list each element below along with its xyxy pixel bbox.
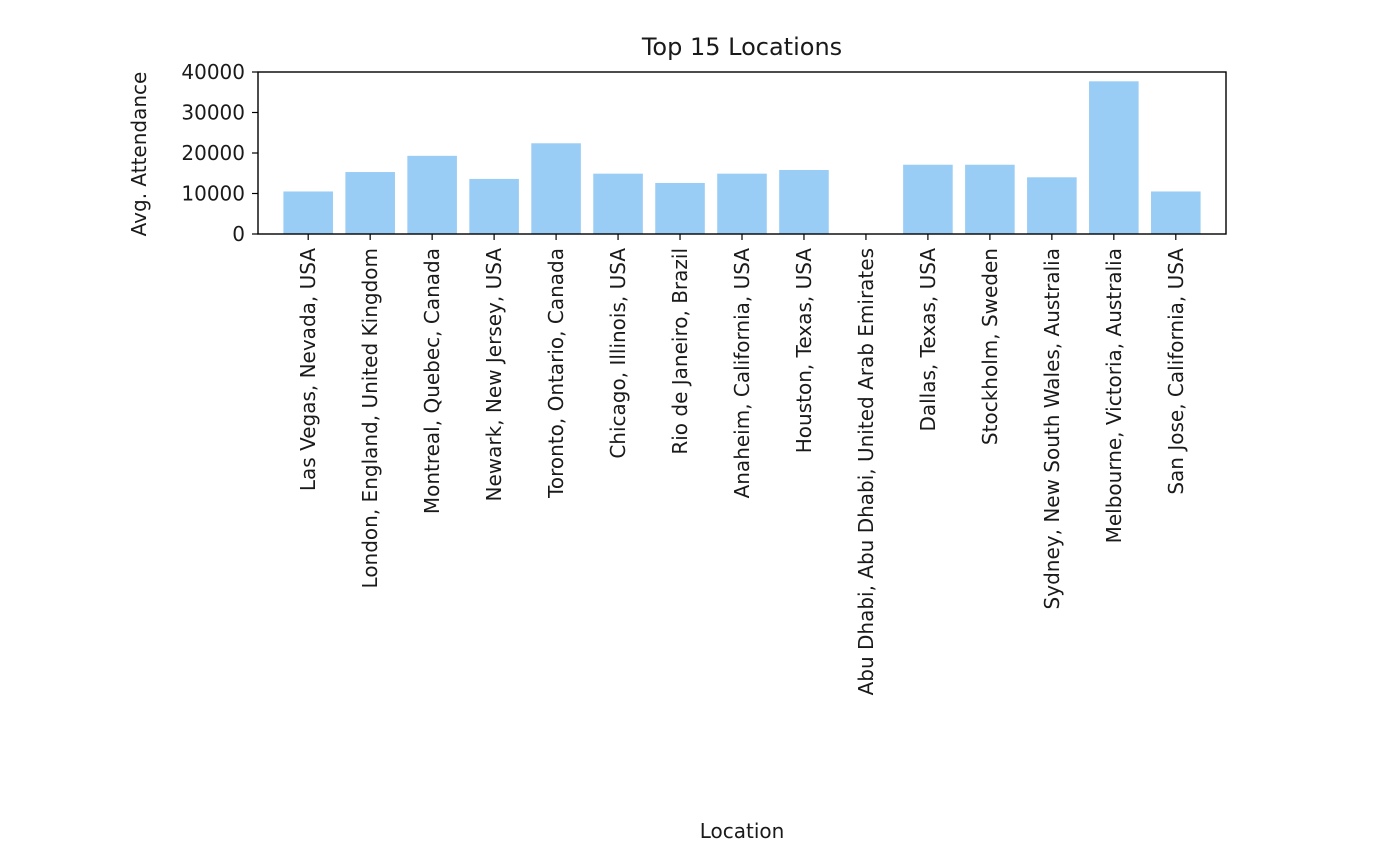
bars-group — [283, 81, 1201, 234]
bar — [469, 178, 519, 234]
bar — [407, 155, 457, 234]
x-tick-label: Anaheim, California, USA — [730, 248, 754, 499]
bar — [717, 173, 767, 234]
y-axis: 0 10000 20000 30000 40000 — [181, 60, 258, 246]
bar — [1027, 177, 1077, 234]
x-tick-label: Sydney, New South Wales, Australia — [1040, 248, 1064, 609]
y-axis-label: Avg. Attendance — [127, 72, 151, 237]
x-tick-label: Rio de Janeiro, Brazil — [668, 248, 692, 455]
bar — [1089, 81, 1139, 234]
x-tick-label: Toronto, Ontario, Canada — [544, 248, 568, 499]
bar — [283, 191, 333, 234]
x-axis: Las Vegas, Nevada, USA London, England, U… — [296, 234, 1188, 695]
x-tick-label: Stockholm, Sweden — [978, 248, 1002, 445]
x-tick-label: San Jose, California, USA — [1164, 248, 1188, 495]
x-tick-label: Newark, New Jersey, USA — [482, 248, 506, 502]
chart-title: Top 15 Locations — [641, 33, 842, 61]
y-tick-label: 30000 — [181, 101, 245, 125]
plot-frame — [257, 71, 1227, 235]
x-tick-label: Las Vegas, Nevada, USA — [296, 248, 320, 491]
x-tick-label: Chicago, Illinois, USA — [606, 248, 630, 459]
x-tick-label: London, England, United Kingdom — [358, 248, 382, 588]
y-tick-label: 40000 — [181, 60, 245, 84]
bar — [903, 164, 953, 234]
x-tick-label: Abu Dhabi, Abu Dhabi, United Arab Emirat… — [854, 248, 878, 695]
bar — [593, 173, 643, 234]
x-tick-label: Dallas, Texas, USA — [916, 248, 940, 432]
bar — [345, 172, 395, 234]
y-tick-label: 0 — [232, 222, 245, 246]
bar — [655, 182, 705, 234]
bar — [1151, 191, 1201, 234]
y-tick-label: 10000 — [181, 182, 245, 206]
bar — [965, 164, 1015, 234]
x-tick-label: Montreal, Quebec, Canada — [420, 248, 444, 514]
bar — [779, 170, 829, 234]
y-tick-label: 20000 — [181, 141, 245, 165]
x-axis-label: Location — [700, 819, 785, 843]
bar — [531, 143, 581, 234]
x-tick-label: Melbourne, Victoria, Australia — [1102, 248, 1126, 543]
x-tick-label: Houston, Texas, USA — [792, 248, 816, 454]
